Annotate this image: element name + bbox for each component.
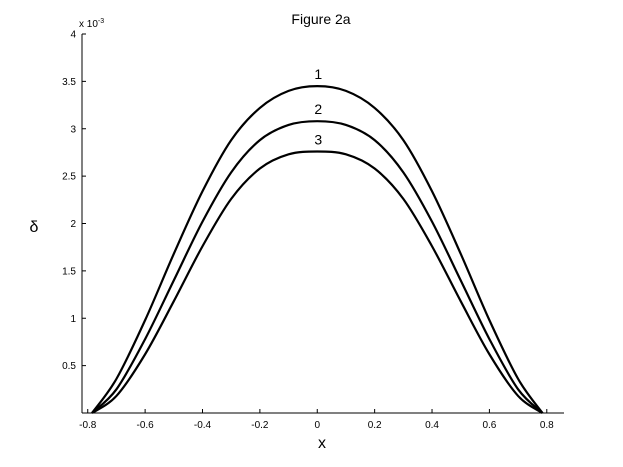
x-tick-label: -0.8: [79, 420, 97, 431]
series-line-2: [91, 120, 544, 414]
y-tick-label: 3.5: [62, 77, 76, 88]
x-tick-label: -0.6: [137, 420, 155, 431]
x-tick-label: -0.2: [251, 420, 269, 431]
x-tick-label: 0.8: [540, 420, 554, 431]
y-tick-label: 3: [70, 124, 76, 135]
y-tick-label: 2.5: [62, 172, 76, 183]
series-labels: 1 2 3: [314, 66, 322, 147]
chart-title: Figure 2a: [291, 11, 350, 27]
x-tick-label: 0.6: [482, 420, 496, 431]
x-tick-label: 0: [314, 420, 320, 431]
y-tick-label: 1.5: [62, 266, 76, 277]
y-exponent-label: x 10-3: [79, 18, 104, 30]
series-line-1: [91, 85, 544, 414]
plot-area: -0.8 -0.6 -0.4 -0.2 0 0.2 0.4 0.6 0.8 0.5 1 1.5 2 2.…: [62, 30, 564, 431]
series-label-1: 1: [314, 66, 322, 82]
y-axis-label: δ: [30, 219, 39, 236]
series-line-3: [91, 150, 544, 414]
y-tick-label: 2: [70, 219, 76, 230]
y-tick-label: 1: [70, 314, 76, 325]
series-label-3: 3: [314, 131, 322, 147]
series-lines: [91, 85, 544, 414]
x-axis-ticks: -0.8 -0.6 -0.4 -0.2 0 0.2 0.4 0.6 0.8: [79, 409, 554, 431]
y-tick-label: 4: [70, 30, 76, 41]
y-axis-ticks: 0.5 1 1.5 2 2.5 3 3.5 4: [62, 30, 86, 372]
y-tick-label: 0.5: [62, 361, 76, 372]
x-tick-label: 0.2: [368, 420, 382, 431]
x-axis-label: x: [318, 435, 326, 452]
x-tick-label: -0.4: [194, 420, 212, 431]
x-tick-label: 0.4: [425, 420, 439, 431]
series-label-2: 2: [314, 101, 322, 117]
